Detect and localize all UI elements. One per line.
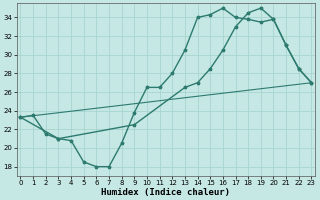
X-axis label: Humidex (Indice chaleur): Humidex (Indice chaleur) xyxy=(101,188,230,197)
